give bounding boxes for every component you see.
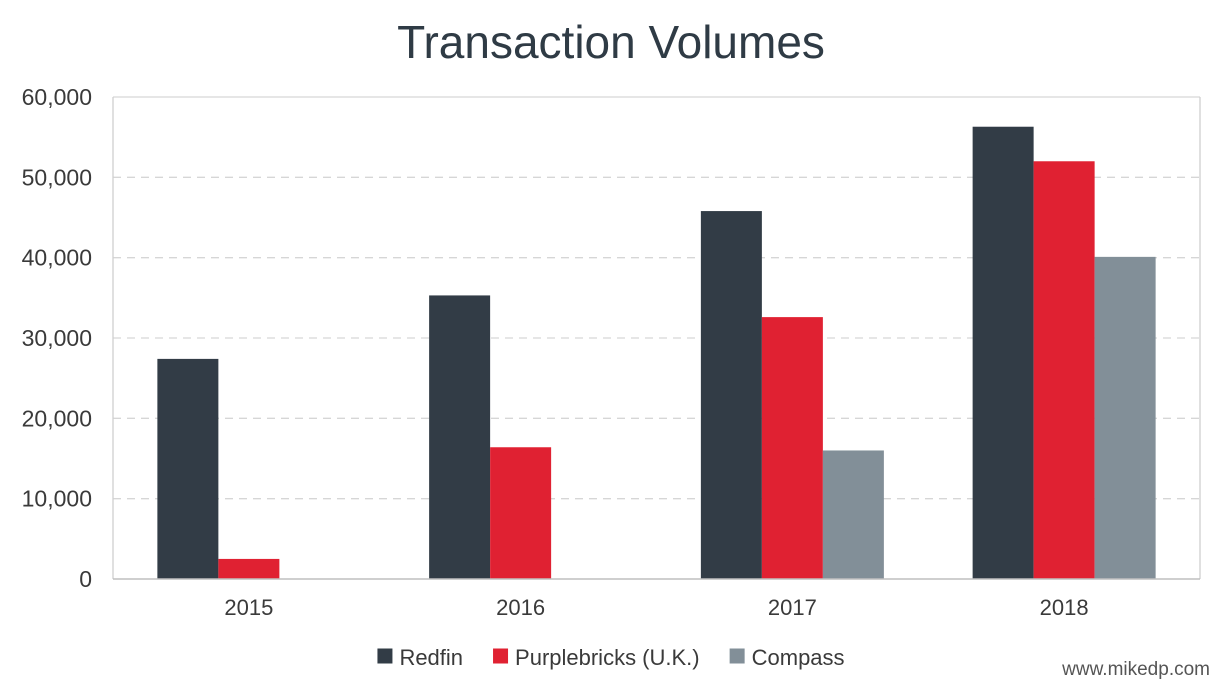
x-tick-label: 2017 [768, 595, 817, 620]
x-axis-ticks: 2015 2016 2017 2018 [224, 595, 1088, 620]
x-tick-label: 2016 [496, 595, 545, 620]
bar-compass-2017 [822, 450, 884, 579]
y-tick-label: 50,000 [22, 164, 92, 190]
legend-swatch [377, 648, 393, 664]
bar-compass-2018 [1094, 256, 1156, 579]
legend-swatch [493, 648, 509, 664]
x-tick-label: 2018 [1040, 595, 1089, 620]
y-tick-label: 30,000 [22, 325, 92, 351]
y-tick-label: 20,000 [22, 405, 92, 431]
legend: Redfin Purplebricks (U.K.) Compass [377, 645, 845, 670]
y-tick-label: 60,000 [22, 84, 92, 110]
y-tick-label: 0 [79, 566, 92, 592]
bars [157, 126, 1156, 580]
legend-label: Purplebricks (U.K.) [515, 645, 700, 670]
bar-purplebricks-u-k-2018 [1033, 161, 1095, 579]
bar-redfin-2017 [700, 211, 762, 579]
legend-label: Redfin [399, 645, 463, 670]
legend-swatch [729, 648, 745, 664]
bar-redfin-2018 [972, 126, 1034, 580]
watermark: www.mikedp.com [1061, 659, 1210, 680]
y-tick-label: 10,000 [22, 486, 92, 512]
y-axis-ticks: 0 10,000 20,000 30,000 40,000 50,000 60,000 [22, 84, 92, 592]
chart-title: Transaction Volumes [397, 16, 825, 68]
bar-redfin-2015 [157, 358, 219, 579]
bar-purplebricks-u-k-2016 [490, 447, 552, 579]
y-tick-label: 40,000 [22, 245, 92, 271]
bar-purplebricks-u-k-2017 [761, 317, 823, 579]
axes [112, 97, 1201, 580]
bar-purplebricks-u-k-2015 [218, 558, 280, 579]
legend-label: Compass [752, 645, 845, 670]
gridlines [113, 96, 1200, 500]
x-tick-label: 2015 [224, 595, 273, 620]
bar-redfin-2016 [429, 295, 491, 579]
